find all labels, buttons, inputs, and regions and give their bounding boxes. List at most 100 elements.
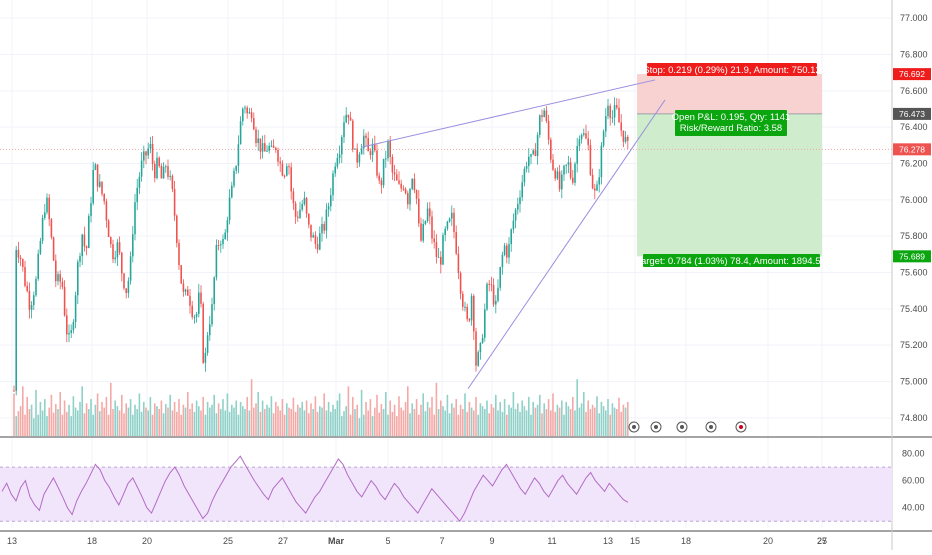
volume-bar	[589, 409, 592, 436]
candle-body	[26, 285, 28, 291]
candle-body	[46, 197, 48, 213]
volume-bar	[411, 403, 413, 436]
price-tick-label: 76.200	[900, 159, 928, 169]
volume-bar	[156, 406, 158, 436]
volume-bar	[41, 410, 44, 436]
volume-bar	[107, 414, 110, 436]
rsi-band	[0, 467, 892, 522]
candle-body	[19, 257, 22, 260]
candle-body	[574, 163, 576, 183]
candle-body	[468, 319, 471, 321]
candle-body	[257, 138, 259, 143]
event-marker[interactable]	[628, 421, 640, 433]
price-tag-label: 76.473	[899, 109, 925, 119]
volume-bar	[365, 401, 367, 436]
volume-bar	[147, 410, 149, 436]
volume-bar	[534, 407, 537, 436]
volume-bar	[574, 410, 576, 436]
volume-bar	[380, 404, 383, 436]
trendline[interactable]	[467, 99, 666, 390]
candle-body	[132, 234, 134, 257]
price-tag-bg	[893, 143, 931, 156]
candle-body	[112, 244, 114, 260]
volume-bar	[136, 409, 138, 436]
volume-bar	[517, 403, 519, 436]
volume-bar	[314, 396, 317, 436]
volume-bar	[55, 404, 57, 436]
volume-bar	[184, 407, 187, 436]
volume-bar	[105, 396, 108, 436]
candle-body	[323, 224, 325, 231]
event-icon-dot	[709, 425, 713, 429]
candle-body	[204, 352, 207, 363]
volume-bar	[101, 401, 103, 436]
volume-bar	[594, 407, 596, 436]
candle-body	[479, 342, 482, 353]
price-tick-label: 75.200	[900, 340, 928, 350]
candle-body	[624, 136, 627, 142]
volume-bar	[345, 406, 347, 436]
trendlines[interactable]	[361, 79, 666, 390]
candle-body	[539, 115, 541, 135]
candle-body	[415, 190, 418, 199]
volume-bar	[211, 404, 213, 436]
candle-body	[297, 216, 299, 218]
candle-body	[79, 256, 81, 262]
event-marker[interactable]	[735, 421, 747, 433]
candle-body	[217, 244, 220, 246]
candle-body	[545, 110, 548, 121]
candle-body	[389, 141, 391, 157]
candle-body	[435, 242, 438, 257]
candle-body	[627, 136, 629, 141]
volume-bar	[272, 413, 275, 436]
candle-body	[580, 134, 583, 140]
volume-bar	[585, 411, 587, 436]
candle-body	[413, 178, 416, 191]
candle-body	[409, 188, 411, 205]
candle-body	[200, 292, 202, 304]
price-axis[interactable]: 77.000 76.800 76.600 76.400 76.200 76.000 75.8…	[900, 13, 928, 423]
volume-bar	[90, 399, 92, 436]
trendline[interactable]	[361, 79, 656, 148]
volume-bar	[178, 399, 180, 436]
candle-body	[499, 266, 501, 288]
event-markers[interactable]	[628, 421, 747, 433]
volume-bar	[209, 407, 211, 436]
volume-bar	[378, 412, 380, 436]
candle-body	[620, 122, 622, 131]
event-marker[interactable]	[705, 421, 717, 433]
volume-bar	[620, 411, 622, 436]
candle-body	[143, 151, 145, 161]
candle-body	[532, 150, 534, 155]
volume-bar	[398, 396, 400, 436]
volume-bar	[123, 413, 125, 436]
candle-body	[15, 249, 17, 391]
price-tag-label: 75.689	[899, 251, 925, 261]
volume-bar	[404, 401, 407, 436]
volume-bar	[525, 410, 528, 436]
candle-body	[290, 167, 292, 192]
candle-body	[270, 145, 273, 147]
candle-body	[55, 260, 57, 282]
candle-body	[475, 331, 477, 366]
candle-body	[444, 228, 446, 236]
event-marker[interactable]	[676, 421, 688, 433]
candle-body	[110, 237, 112, 245]
volume-bar	[497, 410, 499, 436]
candle-body	[85, 246, 88, 249]
candle-body	[517, 204, 519, 210]
volume-bar	[19, 406, 22, 436]
candle-body	[250, 112, 253, 119]
event-marker[interactable]	[650, 421, 662, 433]
volume-bar	[52, 412, 55, 436]
candle-body	[50, 219, 53, 238]
volume-bar	[347, 386, 350, 436]
candle-body	[501, 254, 504, 267]
candle-body	[264, 143, 266, 152]
volume-bar	[22, 386, 24, 436]
candle-body	[589, 145, 592, 175]
candle-body	[429, 208, 431, 217]
